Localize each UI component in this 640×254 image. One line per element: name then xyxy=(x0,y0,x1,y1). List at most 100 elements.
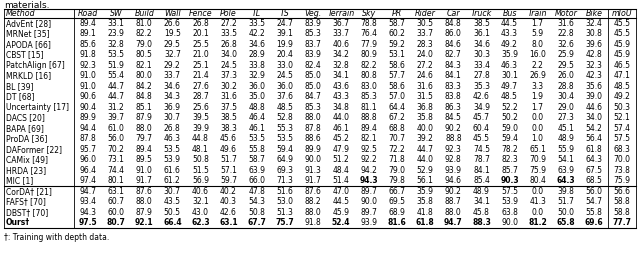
Text: 46.4: 46.4 xyxy=(248,113,265,122)
Text: 48.1: 48.1 xyxy=(192,145,209,154)
Text: 1.0: 1.0 xyxy=(532,134,543,143)
Text: Truck: Truck xyxy=(471,9,492,18)
Text: APODA [66]: APODA [66] xyxy=(6,40,51,49)
Text: Road: Road xyxy=(78,9,98,18)
Text: 85.3: 85.3 xyxy=(305,103,321,112)
Text: 39.0: 39.0 xyxy=(586,92,602,101)
Text: 57.0: 57.0 xyxy=(388,92,406,101)
Text: 83.0: 83.0 xyxy=(360,82,378,91)
Text: 36.9: 36.9 xyxy=(164,103,181,112)
Text: 78.2: 78.2 xyxy=(501,145,518,154)
Text: 28.9: 28.9 xyxy=(248,50,265,59)
Text: 52.1: 52.1 xyxy=(614,113,630,122)
Text: †: Training with depth data.: †: Training with depth data. xyxy=(4,233,109,242)
Text: 34.9: 34.9 xyxy=(473,103,490,112)
Text: 40.3: 40.3 xyxy=(220,197,237,206)
Text: 88.8: 88.8 xyxy=(445,134,461,143)
Text: 90.0: 90.0 xyxy=(501,218,518,227)
Text: 48.4: 48.4 xyxy=(333,166,349,175)
Text: 91.7: 91.7 xyxy=(136,176,153,185)
Text: 19.9: 19.9 xyxy=(276,40,293,49)
Text: 51.6: 51.6 xyxy=(276,187,293,196)
Text: 55.8: 55.8 xyxy=(248,145,265,154)
Text: 77.9: 77.9 xyxy=(360,40,378,49)
Text: 53.0: 53.0 xyxy=(276,197,293,206)
Text: 58.6: 58.6 xyxy=(388,82,406,91)
Text: 91.8: 91.8 xyxy=(305,218,321,227)
Text: 52.2: 52.2 xyxy=(501,103,518,112)
Text: 64.3: 64.3 xyxy=(586,155,602,164)
Text: 26.8: 26.8 xyxy=(220,40,237,49)
Text: 31.5: 31.5 xyxy=(417,92,434,101)
Text: 44.8: 44.8 xyxy=(192,134,209,143)
Text: 79.0: 79.0 xyxy=(388,166,406,175)
Text: CBST [15]: CBST [15] xyxy=(6,50,44,59)
Text: 88.0: 88.0 xyxy=(305,208,321,217)
Text: 57.5: 57.5 xyxy=(614,134,630,143)
Text: 79.8: 79.8 xyxy=(388,176,406,185)
Text: 93.9: 93.9 xyxy=(360,218,378,227)
Text: 83.3: 83.3 xyxy=(445,82,462,91)
Text: 56.1: 56.1 xyxy=(417,176,434,185)
Text: 88.3: 88.3 xyxy=(472,218,491,227)
Text: 54.7: 54.7 xyxy=(586,197,602,206)
Text: 50.0: 50.0 xyxy=(557,208,574,217)
Text: 24.5: 24.5 xyxy=(220,61,237,70)
Text: 76.4: 76.4 xyxy=(360,29,378,38)
Text: 31.2: 31.2 xyxy=(108,103,125,112)
Text: 50.2: 50.2 xyxy=(501,113,518,122)
Text: 25.9: 25.9 xyxy=(557,50,574,59)
Text: 45.9: 45.9 xyxy=(332,208,349,217)
Text: TL: TL xyxy=(252,9,261,18)
Text: 45.9: 45.9 xyxy=(614,40,630,49)
Text: 85.4: 85.4 xyxy=(473,176,490,185)
Text: 31.6: 31.6 xyxy=(557,19,574,28)
Text: 94.3: 94.3 xyxy=(79,208,97,217)
Text: 35.0: 35.0 xyxy=(248,92,265,101)
Text: 68.8: 68.8 xyxy=(388,124,406,133)
Text: 35.9: 35.9 xyxy=(417,187,434,196)
Text: BL [39]: BL [39] xyxy=(6,82,33,91)
Text: 44.0: 44.0 xyxy=(332,113,349,122)
Text: 68.5: 68.5 xyxy=(586,176,602,185)
Text: 93.9: 93.9 xyxy=(445,166,462,175)
Text: 89.1: 89.1 xyxy=(79,29,97,38)
Text: 84.1: 84.1 xyxy=(473,166,490,175)
Text: MRNet [35]: MRNet [35] xyxy=(6,29,50,38)
Text: 34.1: 34.1 xyxy=(333,71,349,80)
Text: 54.1: 54.1 xyxy=(557,155,574,164)
Text: 82.2: 82.2 xyxy=(136,29,152,38)
Text: 37.5: 37.5 xyxy=(220,103,237,112)
Text: 19.5: 19.5 xyxy=(164,29,180,38)
Text: 54.3: 54.3 xyxy=(248,197,265,206)
Text: 20.1: 20.1 xyxy=(192,29,209,38)
Text: Bus: Bus xyxy=(502,9,517,18)
Text: 58.6: 58.6 xyxy=(388,61,406,70)
Text: 39.7: 39.7 xyxy=(108,113,125,122)
Text: 92.2: 92.2 xyxy=(361,155,378,164)
Text: 63.8: 63.8 xyxy=(501,208,518,217)
Text: PR: PR xyxy=(392,9,403,18)
Text: 80.0: 80.0 xyxy=(136,71,153,80)
Text: 24.0: 24.0 xyxy=(417,50,434,59)
Text: 67.7: 67.7 xyxy=(247,218,266,227)
Text: 56.0: 56.0 xyxy=(586,187,602,196)
Text: 68.9: 68.9 xyxy=(388,208,406,217)
Text: 66.4: 66.4 xyxy=(163,218,182,227)
Text: 50.3: 50.3 xyxy=(614,103,630,112)
Text: 26.8: 26.8 xyxy=(192,19,209,28)
Text: 91.7: 91.7 xyxy=(305,176,321,185)
Text: 42.3: 42.3 xyxy=(586,71,602,80)
Text: 29.5: 29.5 xyxy=(164,40,180,49)
Text: CAMix [49]: CAMix [49] xyxy=(6,155,48,164)
Text: 89.4: 89.4 xyxy=(360,124,378,133)
Text: 58.8: 58.8 xyxy=(614,208,630,217)
Text: 45.7: 45.7 xyxy=(473,113,490,122)
Text: 39.8: 39.8 xyxy=(557,187,574,196)
Text: 70.0: 70.0 xyxy=(614,155,630,164)
Text: Uncertainty [17]: Uncertainty [17] xyxy=(6,103,69,112)
Text: 24.7: 24.7 xyxy=(276,19,293,28)
Text: 33.7: 33.7 xyxy=(164,71,181,80)
Text: 85.0: 85.0 xyxy=(305,71,321,80)
Text: BAPA [69]: BAPA [69] xyxy=(6,124,44,133)
